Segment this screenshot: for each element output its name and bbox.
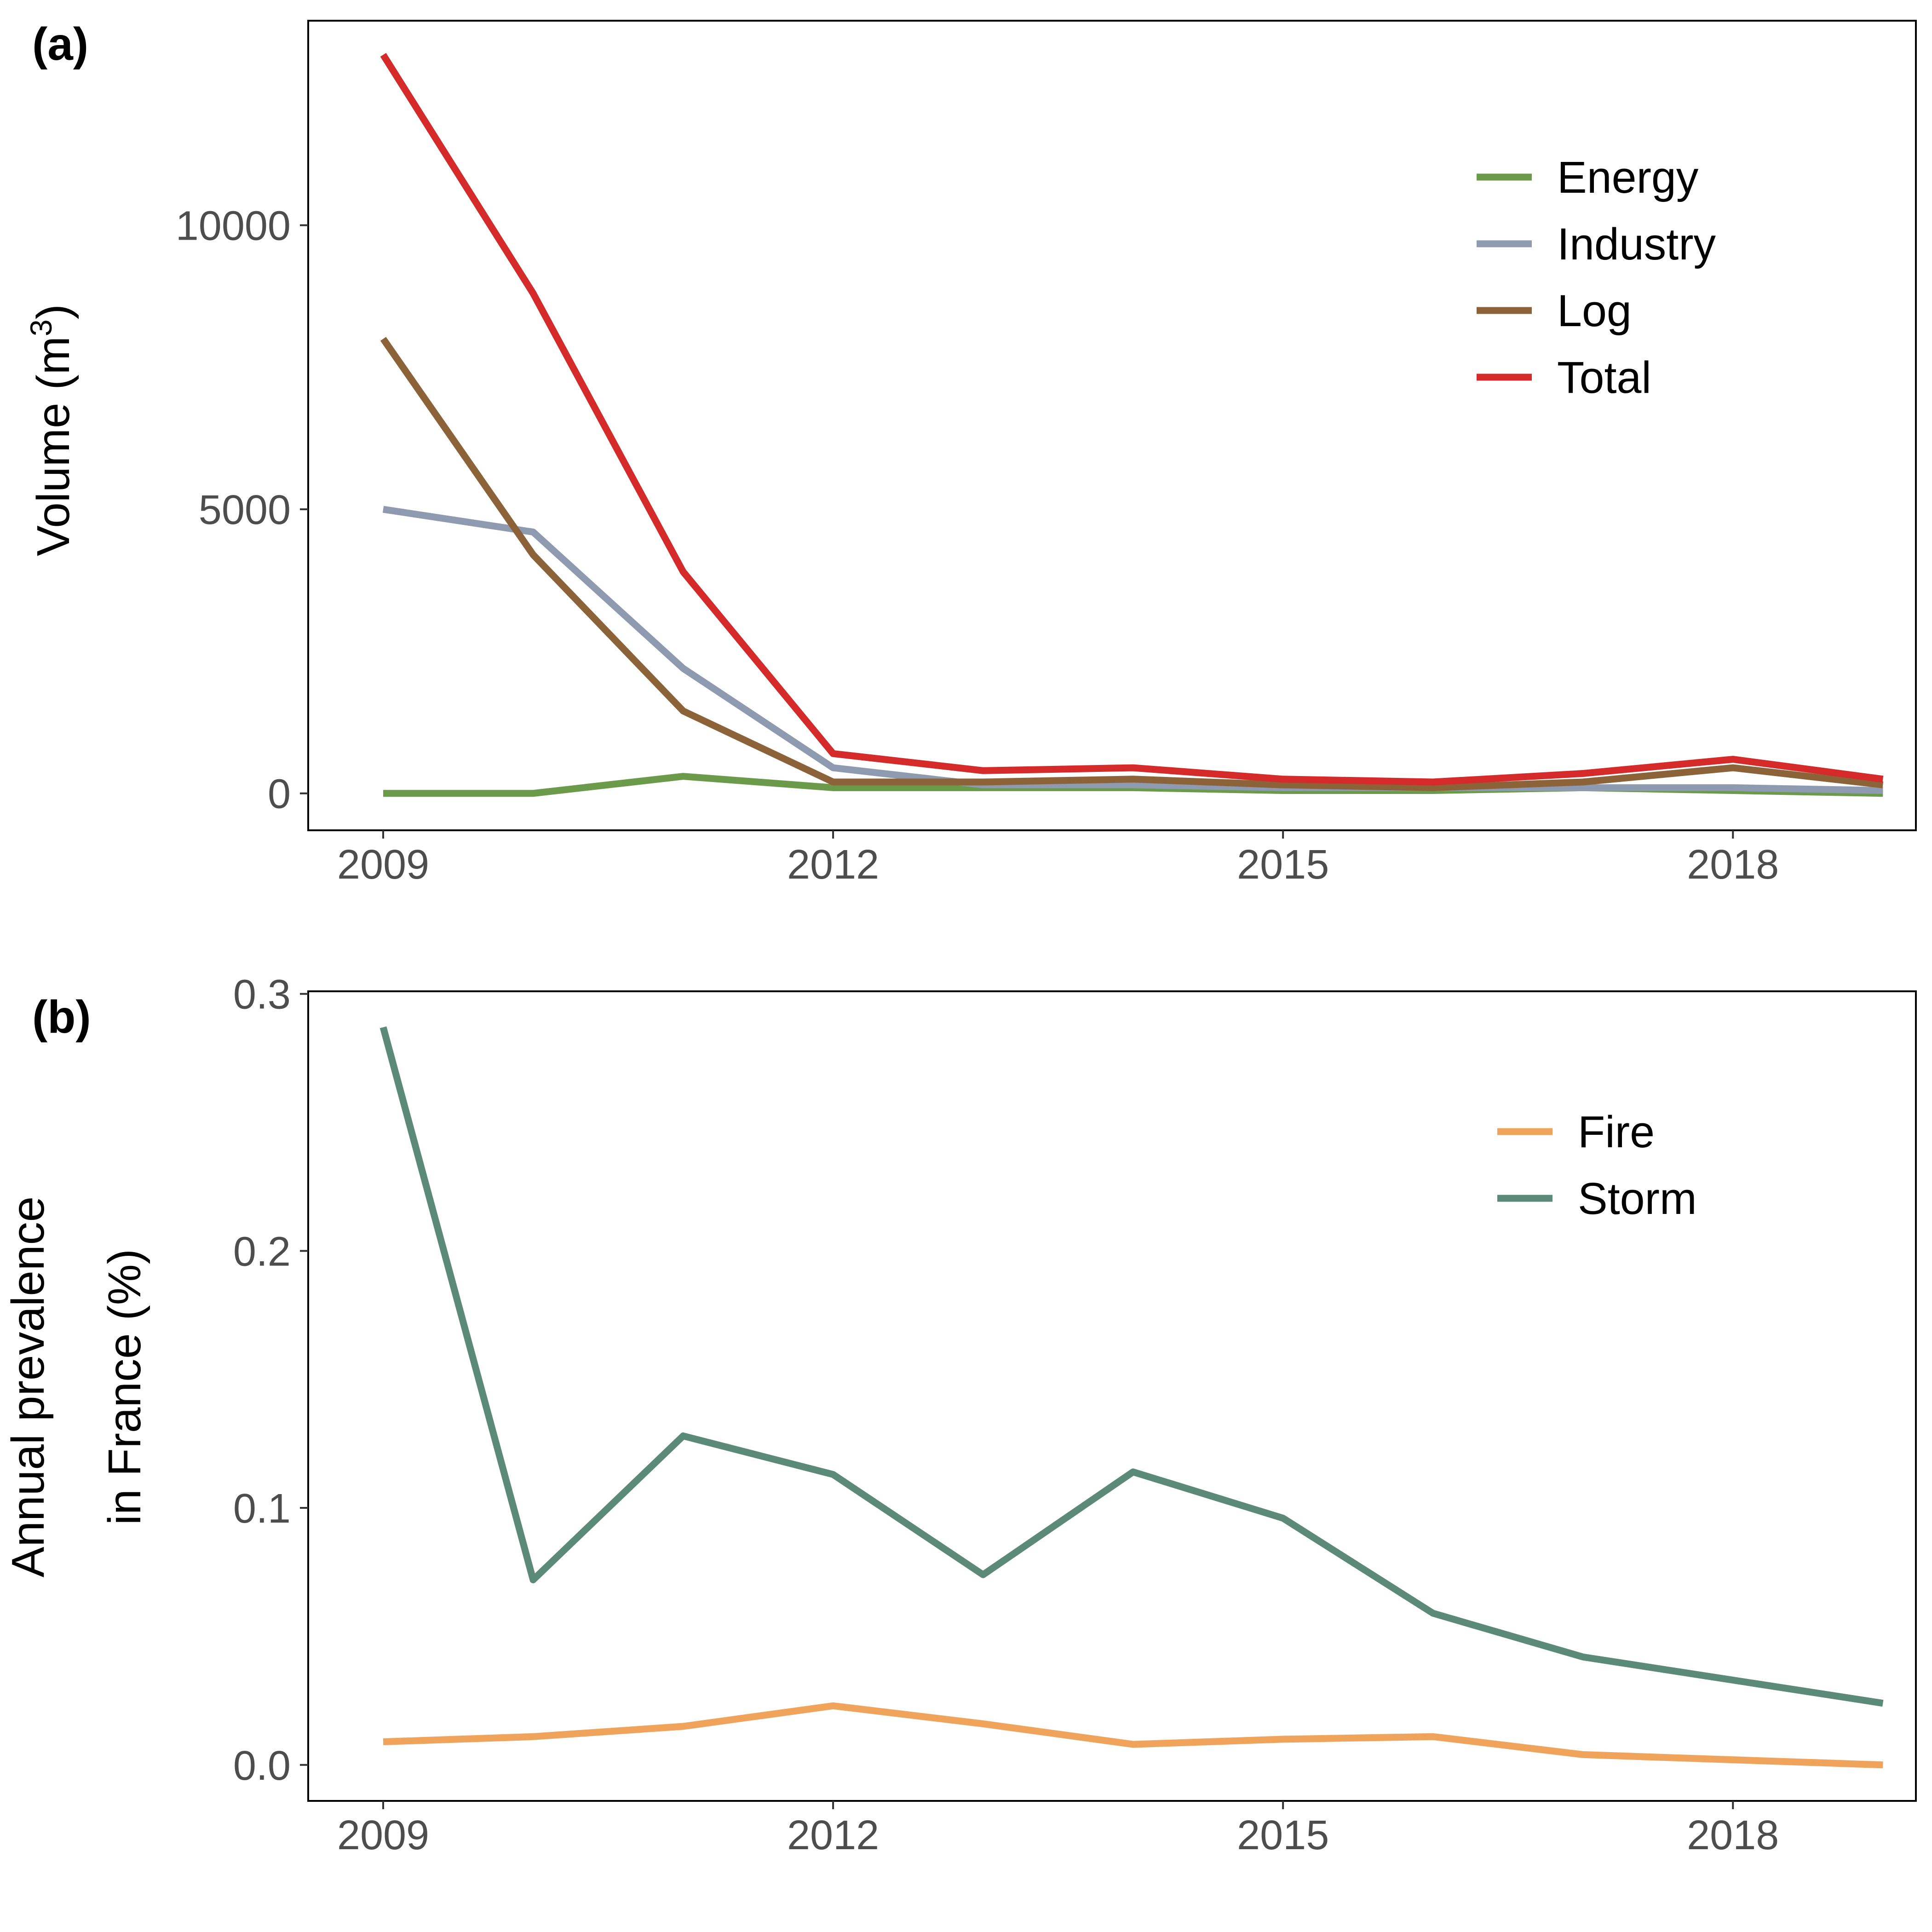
panel-b-x-tick-label: 2015 — [1237, 1812, 1329, 1858]
panel-a-legend-label-industry: Industry — [1557, 219, 1716, 269]
panel-b-legend-label-storm: Storm — [1578, 1173, 1697, 1224]
panel-a-y-tick-label: 5000 — [199, 487, 291, 533]
panel-a-plot-frame — [307, 20, 1917, 831]
panel-b-y-tick-label: 0.3 — [233, 972, 291, 1018]
panel-b-x-tick-label: 2009 — [337, 1812, 429, 1858]
panel-a-y-tick-label: 10000 — [176, 203, 291, 249]
panel-b-y-tick-label: 0.0 — [233, 1743, 291, 1789]
panel-b-tag: (b) — [32, 991, 91, 1043]
panel-a-legend-label-log: Log — [1557, 286, 1632, 336]
panel-b-plot-area: 2009 2012 2015 2018 0.0 0.1 0.2 0.3 Fire Storm — [233, 972, 1917, 1858]
panel-b-series-line-storm — [380, 1026, 1884, 1707]
panel-a-legend-label-total: Total — [1557, 352, 1651, 402]
panel-b-y-title-line-2: in France (%) — [99, 1249, 150, 1525]
panel-b-legend-label-fire: Fire — [1578, 1107, 1655, 1157]
panel-a-y-title-close: ) — [28, 304, 79, 319]
panel-a-y-axis-title: Volume (m3) — [24, 304, 79, 556]
panel-a-y-title-main: Volume (m — [28, 336, 79, 556]
panel-a-x-tick-label: 2018 — [1687, 842, 1779, 888]
panel-a-x-tick-label: 2012 — [787, 842, 879, 888]
panel-b-x-tick-label: 2018 — [1687, 1812, 1779, 1858]
panel-b-x-tick-label: 2012 — [787, 1812, 879, 1858]
panel-b: (b) Annual prevalence in France (%) 2009… — [2, 972, 1917, 1858]
panel-b-plot-frame — [307, 990, 1917, 1802]
panel-b-legend: Fire Storm — [1497, 1107, 1697, 1224]
panel-a-y-tick-label: 0 — [268, 771, 291, 817]
panel-a: (a) Volume (m3) 2009 2012 2015 2018 0 5000 100… — [24, 18, 1917, 888]
panel-a-tag: (a) — [32, 18, 88, 70]
panel-a-x-tick-label: 2015 — [1237, 842, 1329, 888]
panel-b-y-tick-label: 0.1 — [233, 1486, 291, 1532]
panel-a-x-tick-label: 2009 — [337, 842, 429, 888]
panel-a-series-line-industry — [382, 506, 1883, 794]
panel-a-plot-area: 2009 2012 2015 2018 0 5000 10000 Energy Industry… — [176, 20, 1917, 888]
panel-a-legend: Energy Industry Log Total — [1477, 152, 1716, 402]
panel-a-series-line-log — [380, 337, 1884, 791]
panel-a-series-line-total — [380, 53, 1884, 786]
panel-b-y-title-line-1: Annual prevalence — [2, 1196, 54, 1577]
panel-b-series-line-fire — [383, 1702, 1883, 1769]
panel-a-y-title-superscript: 3 — [24, 319, 58, 336]
panel-b-y-tick-label: 0.2 — [233, 1229, 291, 1275]
panel-a-legend-label-energy: Energy — [1557, 152, 1699, 202]
